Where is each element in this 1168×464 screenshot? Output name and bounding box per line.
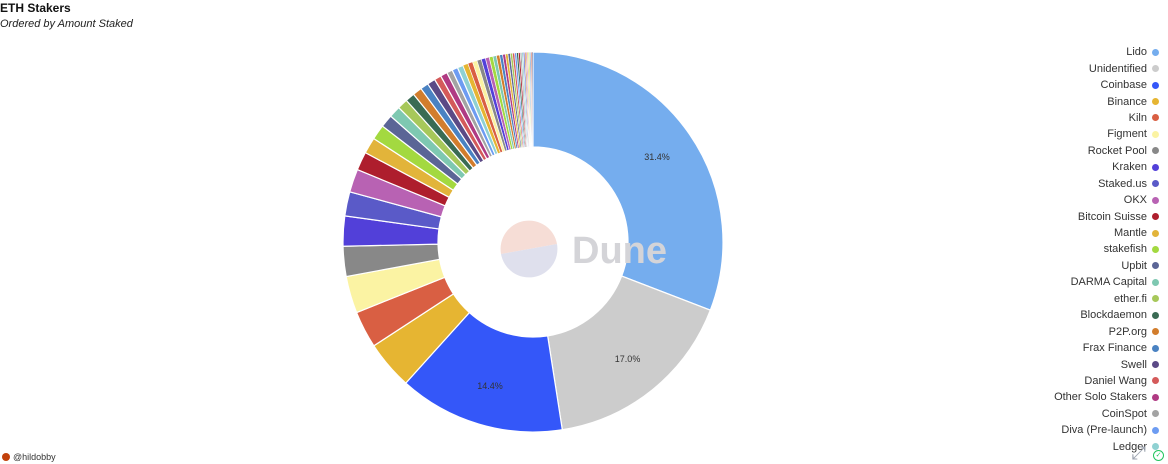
legend-swatch — [1152, 48, 1159, 56]
legend-label: Binance — [1107, 95, 1147, 108]
legend-label: Bitcoin Suisse — [1077, 210, 1147, 223]
legend-item-binance[interactable]: Binance — [939, 93, 1159, 109]
legend-label: Frax Finance — [1082, 342, 1147, 355]
legend-item-lido[interactable]: Lido — [939, 44, 1159, 60]
legend-swatch — [1152, 130, 1159, 138]
legend-swatch — [1152, 426, 1159, 434]
legend-swatch — [1152, 311, 1159, 319]
pie-slice-minor-27[interactable] — [531, 51, 534, 148]
legend-item-frax-finance[interactable]: Frax Finance — [939, 340, 1159, 356]
legend-label: OKX — [1123, 194, 1147, 207]
legend-swatch — [1152, 229, 1159, 237]
legend-swatch — [1152, 393, 1159, 401]
legend-item-kraken[interactable]: Kraken — [939, 159, 1159, 175]
legend-label: Kiln — [1128, 111, 1147, 124]
legend-label: Figment — [1107, 128, 1147, 141]
legend-swatch — [1152, 245, 1159, 253]
legend-label: Kraken — [1112, 161, 1147, 174]
pie-slice-lido[interactable] — [532, 51, 724, 311]
legend-item-figment[interactable]: Figment — [939, 126, 1159, 142]
legend-item-upbit[interactable]: Upbit — [939, 258, 1159, 274]
expand-icon[interactable]: ⤢ — [1131, 443, 1146, 463]
watermark-text: Dune — [572, 230, 667, 272]
legend-swatch — [1152, 98, 1159, 106]
author-credit[interactable]: @hildobby — [2, 452, 56, 462]
legend-swatch — [1152, 65, 1159, 73]
watermark-logo-top — [500, 220, 557, 254]
legend-label: Mantle — [1113, 227, 1147, 240]
legend-label: Upbit — [1121, 259, 1147, 272]
legend-label: Staked.us — [1098, 177, 1147, 190]
legend-item-stakefish[interactable]: stakefish — [939, 241, 1159, 257]
legend-item-blockdaemon[interactable]: Blockdaemon — [939, 307, 1159, 323]
legend-swatch — [1152, 81, 1159, 89]
legend-swatch — [1152, 443, 1159, 451]
legend-item-kiln[interactable]: Kiln — [939, 110, 1159, 126]
legend-label: Rocket Pool — [1087, 144, 1147, 157]
legend-label: Diva (Pre-launch) — [1061, 424, 1147, 437]
legend-label: Ledger — [1112, 440, 1147, 453]
legend-swatch — [1152, 262, 1159, 270]
chart-title: ETH Stakers — [0, 1, 71, 15]
legend-item-staked-us[interactable]: Staked.us — [939, 176, 1159, 192]
legend-item-darma-capital[interactable]: DARMA Capital — [939, 274, 1159, 290]
data-label-unidentified: 17.0% — [615, 354, 641, 364]
watermark-logo-bottom — [501, 244, 558, 278]
legend-item-mantle[interactable]: Mantle — [939, 225, 1159, 241]
legend-label: Blockdaemon — [1080, 309, 1147, 322]
avatar — [2, 453, 10, 461]
data-label-coinbase: 14.4% — [477, 381, 503, 391]
legend-item-diva-pre-launch[interactable]: Diva (Pre-launch) — [939, 422, 1159, 438]
legend-swatch — [1152, 196, 1159, 204]
legend-item-daniel-wang[interactable]: Daniel Wang — [939, 373, 1159, 389]
legend-item-coinbase[interactable]: Coinbase — [939, 77, 1159, 93]
donut-chart: 31.4% 17.0% 14.4% Dune — [342, 51, 724, 433]
legend-label: CoinSpot — [1101, 407, 1147, 420]
legend-swatch — [1152, 328, 1159, 336]
legend-item-swell[interactable]: Swell — [939, 356, 1159, 372]
legend-item-bitcoin-suisse[interactable]: Bitcoin Suisse — [939, 208, 1159, 224]
legend-item-okx[interactable]: OKX — [939, 192, 1159, 208]
legend-item-unidentified[interactable]: Unidentified — [939, 60, 1159, 76]
legend-label: Coinbase — [1100, 79, 1147, 92]
chart-subtitle: Ordered by Amount Staked — [0, 18, 133, 30]
legend-label: stakefish — [1103, 243, 1147, 256]
legend-swatch — [1152, 361, 1159, 369]
legend-item-coinspot[interactable]: CoinSpot — [939, 406, 1159, 422]
legend-swatch — [1152, 163, 1159, 171]
legend-swatch — [1152, 114, 1159, 122]
legend-item-rocket-pool[interactable]: Rocket Pool — [939, 143, 1159, 159]
author-handle: @hildobby — [13, 452, 56, 462]
legend-swatch — [1152, 344, 1159, 352]
legend-item-p2p-org[interactable]: P2P.org — [939, 323, 1159, 339]
legend-label: Swell — [1120, 358, 1147, 371]
legend-label: Unidentified — [1088, 62, 1147, 75]
legend-label: DARMA Capital — [1070, 276, 1147, 289]
legend-swatch — [1152, 295, 1159, 303]
legend-label: ether.fi — [1113, 292, 1147, 305]
legend-swatch — [1152, 147, 1159, 155]
legend-label: Other Solo Stakers — [1054, 391, 1147, 404]
legend-label: P2P.org — [1108, 325, 1147, 338]
legend-item-ledger[interactable]: Ledger — [939, 439, 1159, 455]
check-icon: ✓ — [1153, 450, 1164, 461]
pie-slice-unidentified[interactable] — [546, 275, 712, 431]
legend-swatch — [1152, 377, 1159, 385]
legend-item-ether-fi[interactable]: ether.fi — [939, 291, 1159, 307]
legend-swatch — [1152, 410, 1159, 418]
legend-item-other-solo-stakers[interactable]: Other Solo Stakers — [939, 389, 1159, 405]
legend-label: Daniel Wang — [1084, 374, 1147, 387]
legend: Lido Unidentified Coinbase Binance Kiln Figme… — [939, 44, 1159, 455]
data-label-lido: 31.4% — [644, 152, 670, 162]
legend-swatch — [1152, 180, 1159, 188]
legend-swatch — [1152, 213, 1159, 221]
legend-swatch — [1152, 278, 1159, 286]
legend-label: Lido — [1126, 46, 1147, 59]
